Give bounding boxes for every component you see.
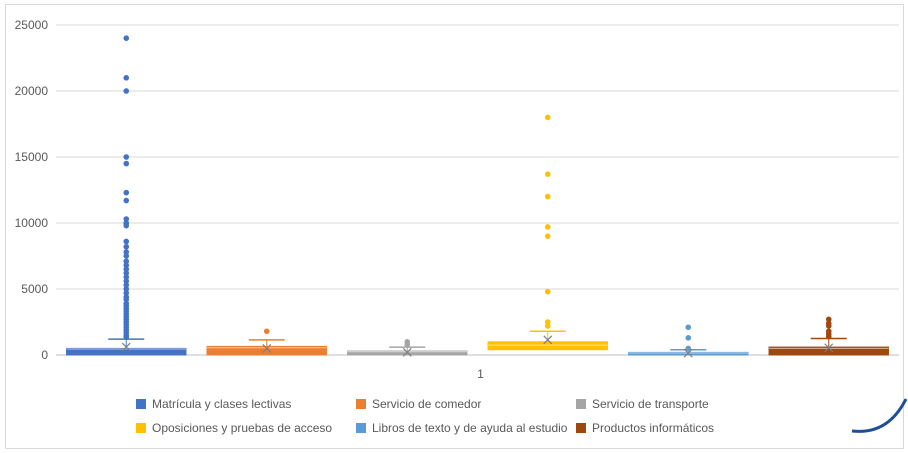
y-tick-label: 15000 [15,150,49,164]
outlier-point [123,189,130,196]
y-tick-label: 20000 [15,84,49,98]
outlier-point [685,324,692,331]
outlier-point [685,345,692,352]
outlier-point [544,171,551,177]
outlier-point [123,274,130,280]
outlier-point [825,316,832,323]
mean-marker [262,343,272,353]
box-plot-chart: 0 5000 10000 15000 20000 25000 1 [15,18,899,381]
y-tick-label: 25000 [15,18,49,32]
legend-item-matricula: Matrícula y clases lectivas [136,397,356,411]
legend-swatch [576,399,586,409]
outlier-point [123,253,130,259]
legend-item-oposiciones: Oposiciones y pruebas de acceso [136,421,356,435]
legend-label: Libros de texto y de ayuda al estudio [372,421,568,435]
outlier-point [123,262,130,269]
legend-swatch [356,399,366,409]
outlier-point [123,282,130,288]
outlier-point [544,224,551,230]
x-tick-label: 1 [477,367,484,381]
outlier-point [404,341,411,348]
legend-swatch [136,399,146,409]
box [66,347,187,356]
outlier-point [544,288,551,295]
legend-swatch [576,423,586,433]
outlier-point [123,278,130,284]
outlier-point [685,335,692,341]
outlier-point [123,154,130,160]
outlier-point [123,197,130,204]
outlier-point [123,75,130,81]
outlier-point [123,238,130,245]
outlier-point [544,323,551,329]
legend-label: Oposiciones y pruebas de acceso [152,421,333,435]
mean-marker [683,348,693,358]
mean-marker [121,342,131,352]
y-tick-label: 10000 [15,216,49,230]
outlier-point [544,233,551,239]
outlier-point [544,114,551,121]
legend-label: Productos informáticos [592,421,715,435]
mean-marker [402,347,412,357]
outlier-point [123,216,130,222]
outlier-point [544,193,551,200]
outlier-point [123,243,130,250]
legend-label: Matrícula y clases lectivas [152,397,292,411]
outlier-point [123,270,130,276]
outlier-point [123,286,130,292]
legend-label: Servicio de transporte [592,397,709,411]
legend-item-comedor: Servicio de comedor [356,397,576,411]
box [487,341,608,351]
outlier-point [123,334,130,340]
legend-item-transporte: Servicio de transporte [576,397,776,411]
chart-legend: Matrícula y clases lectivas Servicio de … [136,397,776,435]
outlier-point [123,249,130,255]
outlier-point [123,35,130,41]
box [206,345,327,356]
outlier-point [825,323,832,329]
legend-label: Servicio de comedor [372,397,482,411]
outlier-point [263,328,270,335]
outlier-point [123,290,130,296]
outlier-point [123,266,130,273]
outlier-point [123,296,130,303]
outlier-point [123,88,130,94]
y-tick-label: 5000 [21,282,48,296]
legend-swatch [356,423,366,433]
legend-item-informaticos: Productos informáticos [576,421,776,435]
outlier-point [123,222,130,229]
mean-marker [824,343,834,353]
mean-marker [543,335,553,345]
corner-decoration [851,398,908,433]
legend-swatch [136,423,146,433]
outlier-point [544,319,551,325]
legend-item-libros: Libros de texto y de ayuda al estudio [356,421,576,435]
y-tick-label: 0 [41,348,48,362]
outlier-point [123,258,130,265]
outlier-point [123,160,130,167]
outlier-point [825,333,832,340]
chart-frame: 0 5000 10000 15000 20000 25000 1 Matrícula y c… [5,4,904,449]
